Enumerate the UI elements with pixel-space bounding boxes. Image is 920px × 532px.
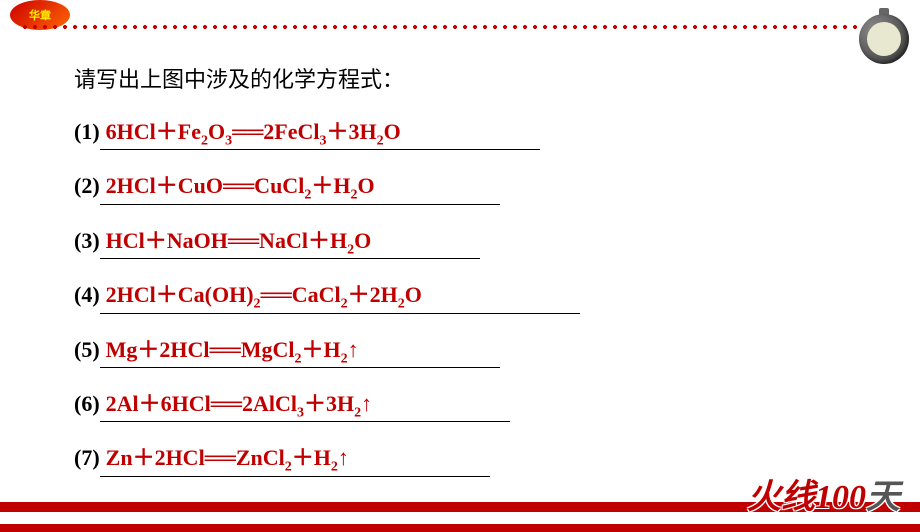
brand-day: 天 (866, 479, 900, 516)
equation-line: (5)Mg＋2HCl══MgCl2＋H2↑ (74, 332, 840, 368)
equation-blank: 2HCl＋CuO══CuCl2＋H2O (100, 168, 500, 204)
equation-blank: HCl＋NaOH══NaCl＋H2O (100, 223, 480, 259)
equation-number: (7) (74, 445, 100, 471)
equation-formula: HCl＋NaOH══NaCl＋H2O (106, 228, 372, 253)
equation-blank: Mg＋2HCl══MgCl2＋H2↑ (100, 332, 500, 368)
prompt-text: 请写出上图中涉及的化学方程式： (74, 62, 840, 94)
equation-line: (2)2HCl＋CuO══CuCl2＋H2O (74, 168, 840, 204)
equation-blank: Zn＋2HCl══ZnCl2＋H2↑ (100, 440, 490, 476)
equation-line: (6)2Al＋6HCl══2AlCl3＋3H2↑ (74, 386, 840, 422)
brand-text: 火线100天 (747, 469, 900, 518)
equation-line: (3)HCl＋NaOH══NaCl＋H2O (74, 223, 840, 259)
equation-blank: 6HCl＋Fe2O3══2FeCl3＋3H2O (100, 114, 540, 150)
dotted-border (20, 24, 900, 30)
equation-line: (4)2HCl＋Ca(OH)2══CaCl2＋2H2O (74, 277, 840, 313)
equation-formula: 2HCl＋CuO══CuCl2＋H2O (106, 173, 375, 198)
equation-blank: 2Al＋6HCl══2AlCl3＋3H2↑ (100, 386, 510, 422)
equation-blank: 2HCl＋Ca(OH)2══CaCl2＋2H2O (100, 277, 580, 313)
equation-number: (6) (74, 391, 100, 417)
logo-text: 华章 (29, 7, 51, 23)
stopwatch-icon (854, 4, 914, 64)
equation-number: (1) (74, 119, 100, 145)
equation-number: (2) (74, 173, 100, 199)
equation-formula: 2Al＋6HCl══2AlCl3＋3H2↑ (106, 391, 372, 416)
equations-list: (1)6HCl＋Fe2O3══2FeCl3＋3H2O (2)2HCl＋CuO══C… (74, 114, 840, 477)
equation-number: (3) (74, 228, 100, 254)
content-area: 请写出上图中涉及的化学方程式： (1)6HCl＋Fe2O3══2FeCl3＋3H… (74, 62, 840, 495)
equation-formula: Zn＋2HCl══ZnCl2＋H2↑ (106, 445, 349, 470)
equation-line: (7)Zn＋2HCl══ZnCl2＋H2↑ (74, 440, 840, 476)
equation-number: (5) (74, 337, 100, 363)
equation-formula: 2HCl＋Ca(OH)2══CaCl2＋2H2O (106, 282, 422, 307)
brand-fire: 火线 (747, 479, 815, 516)
brand-num: 100 (815, 479, 866, 516)
equation-formula: Mg＋2HCl══MgCl2＋H2↑ (106, 337, 359, 362)
equation-formula: 6HCl＋Fe2O3══2FeCl3＋3H2O (106, 119, 401, 144)
equation-number: (4) (74, 282, 100, 308)
equation-line: (1)6HCl＋Fe2O3══2FeCl3＋3H2O (74, 114, 840, 150)
